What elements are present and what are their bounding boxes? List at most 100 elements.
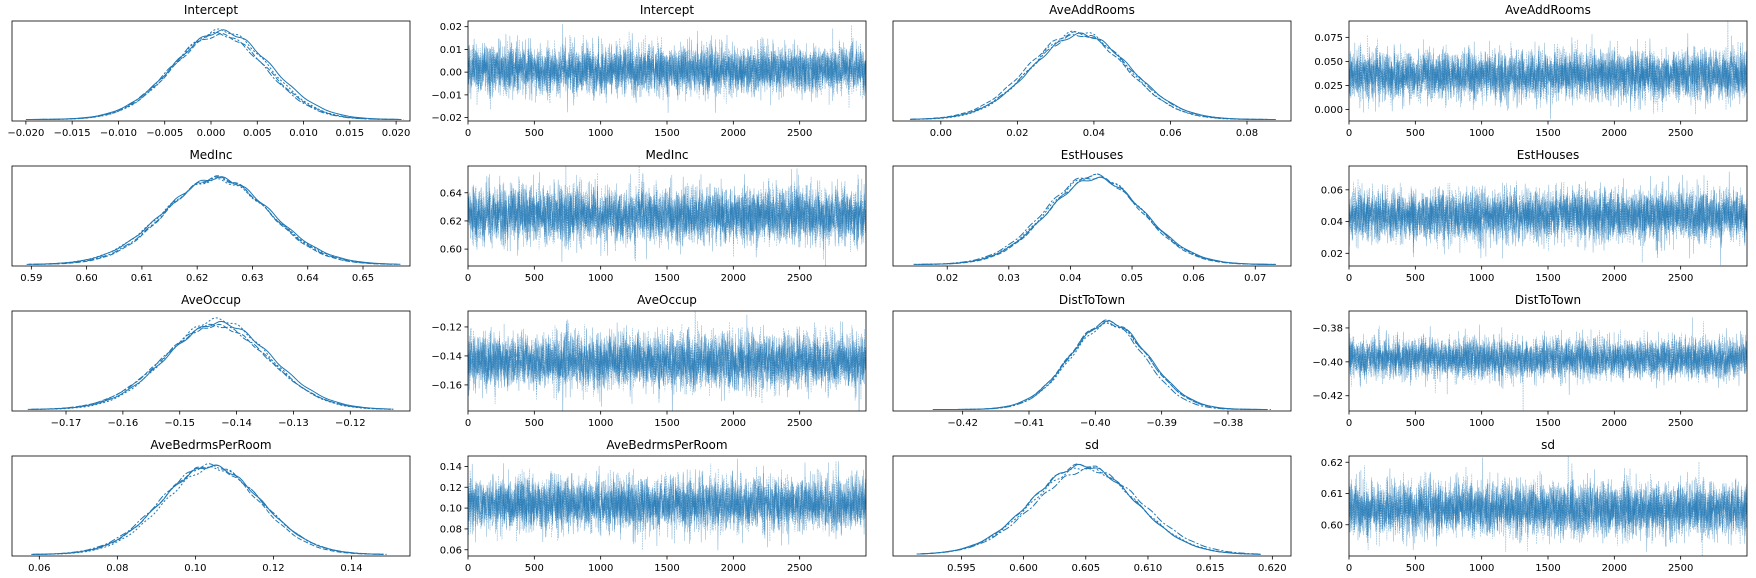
x-tick-label: 0.65 bbox=[352, 273, 374, 284]
x-tick-label: 0 bbox=[1346, 128, 1352, 139]
subplot-density-AveOccup: AveOccup −0.17 −0.16 −0.15 −0.14 −0.13 −0.12 bbox=[11, 293, 411, 429]
x-tick-label: 2500 bbox=[1668, 418, 1693, 429]
subplot-title: EstHouses bbox=[1061, 148, 1123, 162]
axes-frame bbox=[467, 455, 867, 557]
x-tick-label: 0.02 bbox=[1006, 128, 1028, 139]
x-tick-label: 0.06 bbox=[1159, 128, 1181, 139]
density-line-chain-2 bbox=[921, 463, 1261, 555]
trace-line-chain-3 bbox=[468, 314, 866, 411]
x-tick-label: 500 bbox=[1406, 418, 1425, 429]
subplot-title: AveBedrmsPerRoom bbox=[606, 438, 727, 452]
x-tick-label: 0.06 bbox=[1183, 273, 1205, 284]
axes-frame bbox=[1348, 310, 1748, 412]
density-line-chain-2 bbox=[26, 175, 395, 265]
x-tick-label: 2500 bbox=[1668, 128, 1693, 139]
density-line-chain-3 bbox=[32, 466, 380, 555]
y-tick-label: 0.62 bbox=[440, 216, 462, 227]
density-line-chain-3 bbox=[31, 317, 394, 410]
subplot-trace-EstHouses: EstHouses 0.02 0.04 0.06 0 500 1000 1500 2000 250… bbox=[1321, 148, 1748, 284]
x-tick-label: 0.59 bbox=[20, 273, 42, 284]
x-tick-label: 2500 bbox=[1668, 273, 1693, 284]
x-tick-label: 500 bbox=[1406, 128, 1425, 139]
subplot-trace-AveBedrmsPerRoom: AveBedrmsPerRoom 0.06 0.08 0.10 0.12 0.14 0 500… bbox=[440, 438, 867, 574]
y-tick-label: −0.42 bbox=[1312, 391, 1343, 402]
x-tick-label: 1000 bbox=[588, 128, 613, 139]
x-tick-label: 500 bbox=[525, 128, 544, 139]
subplot-title: AveOccup bbox=[181, 293, 241, 307]
x-tick-label: 0.62 bbox=[186, 273, 208, 284]
x-tick-label: −0.16 bbox=[108, 418, 139, 429]
y-tick-label: 0.62 bbox=[1321, 458, 1343, 469]
x-tick-label: 0.08 bbox=[1236, 128, 1258, 139]
trace-line-chain-4 bbox=[468, 311, 866, 404]
x-tick-label: 0.605 bbox=[1071, 563, 1100, 574]
trace-line-chain-2 bbox=[1349, 456, 1747, 556]
x-tick-label: 0 bbox=[465, 418, 471, 429]
x-tick-label: 0.05 bbox=[1121, 273, 1143, 284]
x-tick-label: 2000 bbox=[1602, 418, 1627, 429]
x-tick-label: 2500 bbox=[1668, 563, 1693, 574]
x-tick-label: −0.40 bbox=[1080, 418, 1111, 429]
y-tick-label: 0.02 bbox=[440, 22, 462, 33]
subplot-density-MedInc: MedInc 0.59 0.60 0.61 0.62 0.63 0.64 0.65 bbox=[11, 148, 411, 284]
axes-frame bbox=[1348, 20, 1748, 122]
density-line-chain-2 bbox=[920, 176, 1275, 265]
x-tick-label: 1000 bbox=[1469, 273, 1494, 284]
axes-frame bbox=[11, 455, 411, 557]
x-tick-label: 0.04 bbox=[1083, 128, 1105, 139]
x-tick-label: −0.12 bbox=[335, 418, 366, 429]
x-tick-label: 0.02 bbox=[936, 273, 958, 284]
x-tick-label: 0.020 bbox=[382, 128, 411, 139]
x-tick-label: 0.04 bbox=[1059, 273, 1081, 284]
y-tick-label: 0.075 bbox=[1314, 33, 1343, 44]
axes-frame bbox=[892, 20, 1292, 122]
y-tick-label: 0.06 bbox=[440, 545, 462, 556]
subplot-title: MedInc bbox=[645, 148, 688, 162]
axes-frame bbox=[1348, 455, 1748, 557]
x-tick-label: 2000 bbox=[1602, 128, 1627, 139]
density-line-chain-1 bbox=[913, 176, 1270, 265]
density-line-chain-1 bbox=[29, 29, 397, 120]
density-line-chain-3 bbox=[922, 466, 1260, 555]
density-line-chain-4 bbox=[32, 463, 386, 555]
density-line-chain-1 bbox=[920, 463, 1261, 555]
x-tick-label: 0.015 bbox=[336, 128, 365, 139]
subplot-trace-Intercept: Intercept −0.02 −0.01 0.00 0.01 0.02 0 500 1000 1… bbox=[431, 3, 867, 139]
x-tick-label: 0.63 bbox=[241, 273, 263, 284]
y-tick-label: 0.08 bbox=[440, 524, 462, 535]
x-tick-label: 0 bbox=[465, 563, 471, 574]
x-tick-label: 1000 bbox=[1469, 128, 1494, 139]
density-line-chain-1 bbox=[30, 320, 392, 410]
density-line-chain-3 bbox=[909, 30, 1271, 120]
y-tick-label: 0.02 bbox=[1321, 249, 1343, 260]
subplot-trace-sd: sd 0.60 0.61 0.62 0 500 1000 1500 2000 2500 bbox=[1321, 438, 1748, 574]
x-tick-label: 0.610 bbox=[1134, 563, 1163, 574]
axes-frame bbox=[892, 455, 1292, 557]
y-tick-label: 0.025 bbox=[1314, 81, 1343, 92]
y-tick-label: 0.61 bbox=[1321, 489, 1343, 500]
subplot-title: AveBedrmsPerRoom bbox=[150, 438, 271, 452]
axes-frame bbox=[1348, 165, 1748, 267]
y-tick-label: 0.10 bbox=[440, 504, 462, 515]
density-line-chain-1 bbox=[31, 464, 384, 555]
subplot-title: sd bbox=[1085, 438, 1099, 452]
trace-line-chain-3 bbox=[468, 23, 866, 113]
x-tick-label: −0.41 bbox=[1014, 418, 1045, 429]
x-tick-label: 0 bbox=[465, 273, 471, 284]
x-tick-label: 0.00 bbox=[930, 128, 952, 139]
subplot-title: DistToTown bbox=[1515, 293, 1581, 307]
subplot-title: sd bbox=[1541, 438, 1555, 452]
axes-frame bbox=[11, 20, 411, 122]
x-tick-label: 0.07 bbox=[1244, 273, 1266, 284]
y-tick-label: 0.050 bbox=[1314, 57, 1343, 68]
x-tick-label: 0.60 bbox=[75, 273, 97, 284]
y-tick-label: 0.60 bbox=[1321, 520, 1343, 531]
y-tick-label: −0.01 bbox=[431, 90, 462, 101]
subplot-title: AveAddRooms bbox=[1049, 3, 1135, 17]
trace-line-chain-4 bbox=[468, 25, 866, 110]
x-tick-label: 2500 bbox=[787, 418, 812, 429]
y-tick-label: −0.02 bbox=[431, 113, 462, 124]
trace-line-chain-3 bbox=[468, 458, 866, 545]
x-tick-label: 0.14 bbox=[340, 563, 362, 574]
trace-line-chain-4 bbox=[468, 166, 866, 262]
